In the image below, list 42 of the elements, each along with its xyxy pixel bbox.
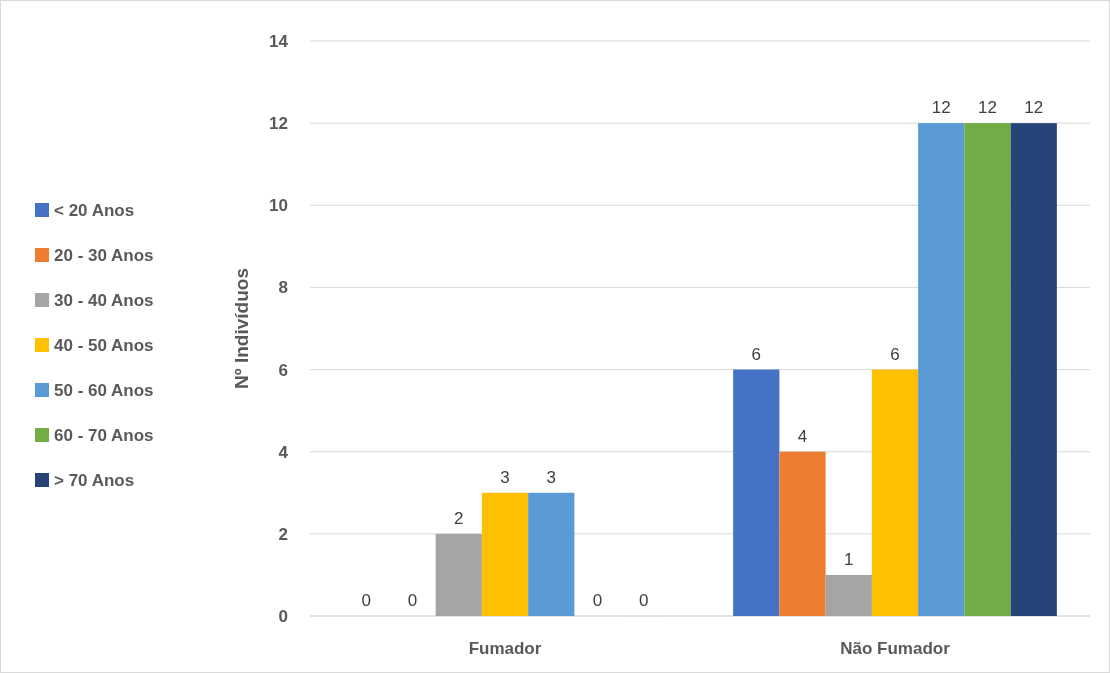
legend-label: 60 - 70 Anos — [54, 426, 154, 445]
y-axis-title: Nº Indivíduos — [231, 268, 252, 389]
data-label: 3 — [500, 467, 510, 487]
legend-label: 20 - 30 Anos — [54, 246, 154, 265]
data-label: 0 — [638, 591, 649, 610]
legend-label: 50 - 60 Anos — [54, 381, 154, 400]
y-tick-label: 8 — [278, 278, 288, 298]
data-label: 1 — [844, 549, 854, 569]
bar — [528, 492, 575, 616]
y-tick-label: 2 — [278, 524, 288, 544]
legend-label: > 70 Anos — [54, 471, 135, 490]
bar — [481, 492, 529, 616]
y-tick-label: 0 — [278, 607, 288, 626]
data-label: 0 — [361, 591, 372, 610]
y-tick-label: 12 — [269, 114, 288, 134]
y-tick-label: 4 — [278, 442, 289, 462]
bar — [733, 369, 780, 616]
data-label: 4 — [797, 426, 808, 446]
data-label: 12 — [978, 98, 997, 118]
bar — [964, 123, 1011, 616]
legend-label: < 20 Anos — [54, 201, 135, 220]
y-tick-label: 14 — [269, 32, 289, 51]
data-label: 0 — [407, 591, 418, 610]
data-label: 12 — [931, 98, 951, 118]
x-tick-label: Fumador — [468, 639, 542, 658]
bar — [435, 533, 482, 616]
data-label: 6 — [890, 344, 900, 364]
data-label: 3 — [546, 467, 556, 487]
bar — [825, 574, 872, 616]
y-tick-label: 10 — [269, 196, 288, 216]
x-tick-label: Não Fumador — [840, 639, 951, 658]
legend-label: 30 - 40 Anos — [54, 291, 154, 310]
bar — [918, 123, 965, 616]
data-label: 2 — [454, 508, 464, 528]
y-tick-label: 6 — [278, 360, 288, 380]
legend-label: 40 - 50 Anos — [54, 336, 154, 355]
data-label: 12 — [1024, 98, 1044, 118]
bar — [779, 451, 826, 616]
bar — [871, 369, 919, 616]
data-label: 0 — [592, 591, 603, 610]
data-label: 6 — [751, 344, 762, 364]
bar — [1010, 123, 1057, 616]
